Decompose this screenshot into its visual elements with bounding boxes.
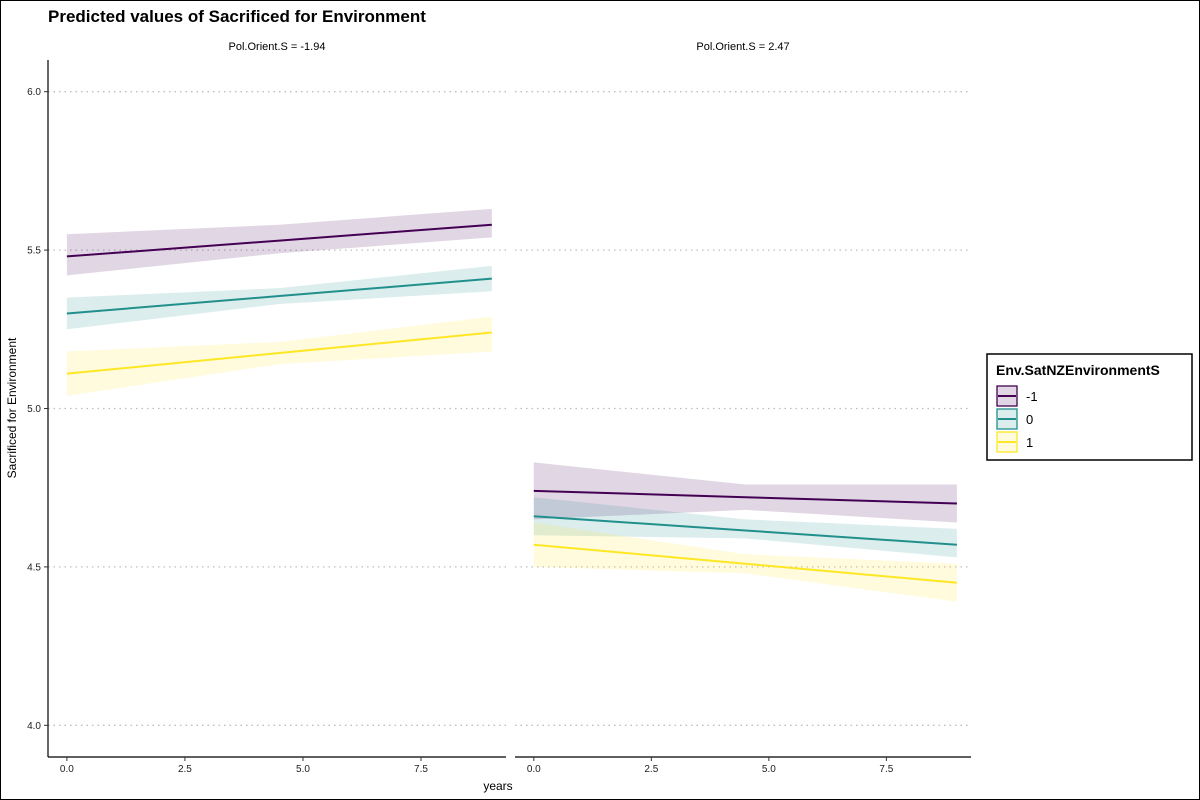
panel-right: Pol.Orient.S = 2.47 0.0 2.5 5.0 7.5 xyxy=(515,41,971,775)
line-series--1 xyxy=(66,223,492,258)
y-tick-label: 5.0 xyxy=(27,404,41,415)
panel-left-label: Pol.Orient.S = -1.94 xyxy=(229,41,326,53)
x-tick-label: 7.5 xyxy=(879,764,893,775)
legend: Env.SatNZEnvironmentS -1 0 1 xyxy=(986,353,1193,461)
ci-ribbon-series--1 xyxy=(66,208,492,276)
x-tick-label: 0.0 xyxy=(60,764,74,775)
x-tick-label: 2.5 xyxy=(644,764,658,775)
legend-title: Env.SatNZEnvironmentS xyxy=(996,362,1160,378)
ci-ribbon-series-0 xyxy=(66,265,492,330)
y-tick-label: 6.0 xyxy=(27,87,41,98)
x-tick-label: 7.5 xyxy=(414,764,428,775)
panel-right-label: Pol.Orient.S = 2.47 xyxy=(696,41,789,53)
x-axis-label: years xyxy=(483,779,512,793)
line-series-0 xyxy=(66,277,492,315)
x-tick-label: 5.0 xyxy=(296,764,310,775)
legend-box xyxy=(986,353,1193,461)
x-tick-label: 5.0 xyxy=(762,764,776,775)
legend-label-0: 0 xyxy=(1026,412,1033,427)
y-tick-label: 5.5 xyxy=(27,246,41,257)
x-tick-label: 0.0 xyxy=(527,764,541,775)
line-series-1 xyxy=(66,331,492,375)
legend-label--1: -1 xyxy=(1026,389,1038,404)
ci-ribbon-series-0 xyxy=(533,497,957,558)
ci-ribbon-series--1 xyxy=(533,462,957,523)
panel-left: Pol.Orient.S = -1.94 0.0 2.5 5.0 7.5 4.0 4.5 5… xyxy=(27,41,506,775)
line-series-0 xyxy=(533,515,957,546)
line-series-1 xyxy=(533,543,957,584)
y-axis-label: Sacrificed for Environment xyxy=(5,337,19,478)
x-tick-label: 2.5 xyxy=(178,764,192,775)
ci-ribbon-series-1 xyxy=(66,316,492,396)
y-tick-label: 4.0 xyxy=(27,721,41,732)
y-tick-label: 4.5 xyxy=(27,562,41,573)
legend-label-1: 1 xyxy=(1026,435,1033,450)
ci-ribbon-series-1 xyxy=(533,522,957,602)
chart-title: Predicted values of Sacrificed for Envir… xyxy=(48,7,426,26)
line-series--1 xyxy=(533,489,957,505)
